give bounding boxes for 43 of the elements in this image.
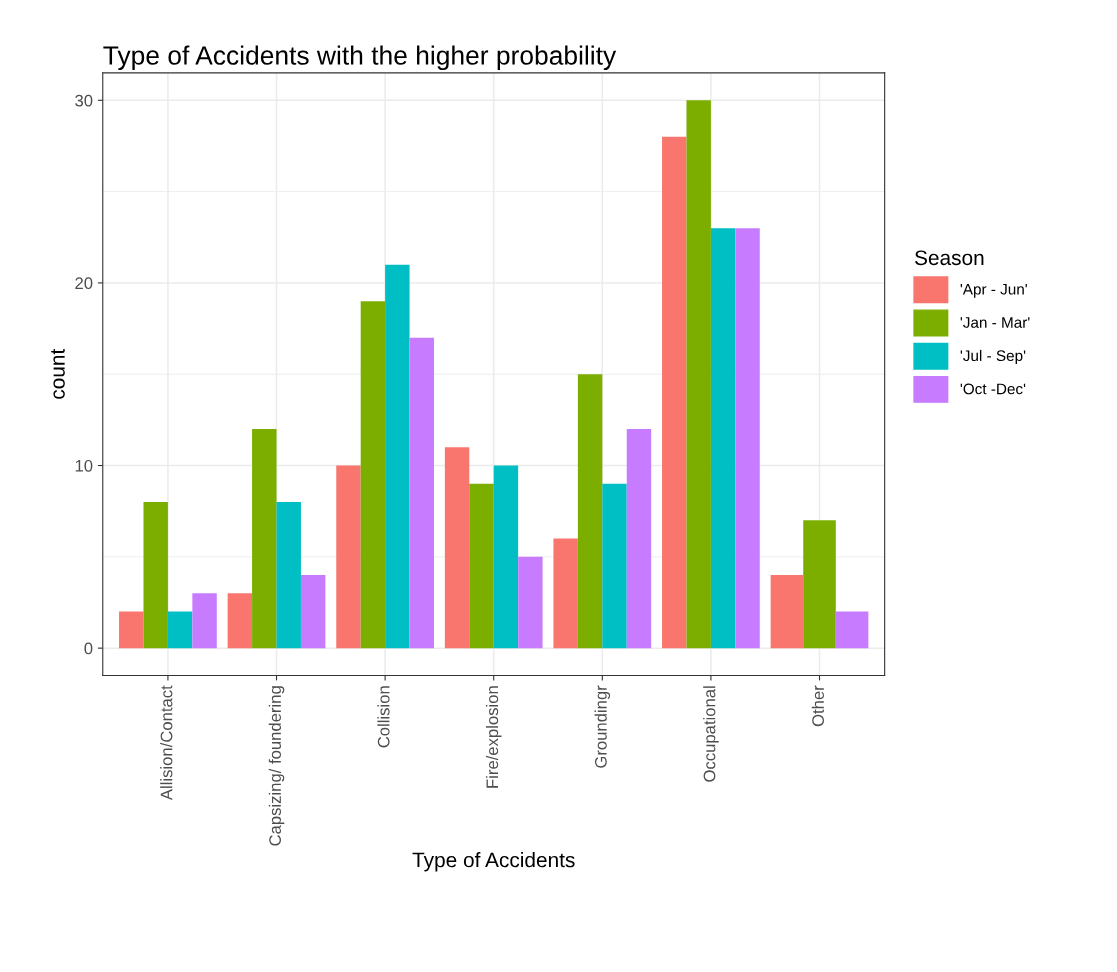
y-tick-label: 10 (75, 459, 93, 472)
x-tick-label: Occupational (703, 686, 719, 782)
x-axis-title: Type of Accidents (412, 852, 575, 872)
y-tick-label: 0 (84, 642, 93, 655)
y-tick-label: 30 (75, 94, 93, 107)
x-tick-label: Other (811, 685, 824, 727)
x-tick-label: Allision/Contact (160, 685, 173, 801)
bar (735, 228, 760, 649)
legend-label: 'Apr - Jun' (960, 283, 1027, 298)
legend-label: 'Jan - Mar' (960, 317, 1030, 328)
legend-label: 'Jul - Sep' (960, 349, 1026, 365)
bar (360, 301, 386, 649)
y-tick-label: 20 (75, 277, 93, 290)
bar (192, 593, 217, 649)
x-tick-label: Groundingr (594, 685, 611, 768)
bar (276, 502, 301, 649)
bar (662, 136, 687, 649)
bar (300, 575, 326, 649)
legend-label: 'Oct -Dec' (960, 383, 1026, 395)
x-tick-label: Collision (377, 686, 390, 748)
bar (143, 502, 168, 649)
bar (493, 465, 519, 649)
bar (626, 429, 652, 649)
bar (336, 465, 361, 649)
bar (252, 429, 277, 649)
chart-title: Type of Accidents with the higher probability (103, 45, 617, 71)
bar (409, 337, 434, 649)
bar (385, 264, 410, 649)
bar (710, 228, 736, 649)
x-tick-label: Capsizing/ foundering (268, 686, 285, 846)
bar (444, 447, 470, 649)
bar (686, 100, 711, 649)
bar (227, 593, 253, 649)
y-axis-title: count (51, 348, 65, 399)
bar (167, 611, 193, 649)
bar (602, 483, 627, 649)
bar (553, 538, 578, 649)
bar (518, 556, 543, 649)
legend-title: Season (915, 250, 984, 266)
bar (469, 483, 494, 649)
bar (119, 611, 144, 649)
bar (577, 374, 603, 649)
x-tick-label: Fire/explosion (485, 686, 502, 788)
